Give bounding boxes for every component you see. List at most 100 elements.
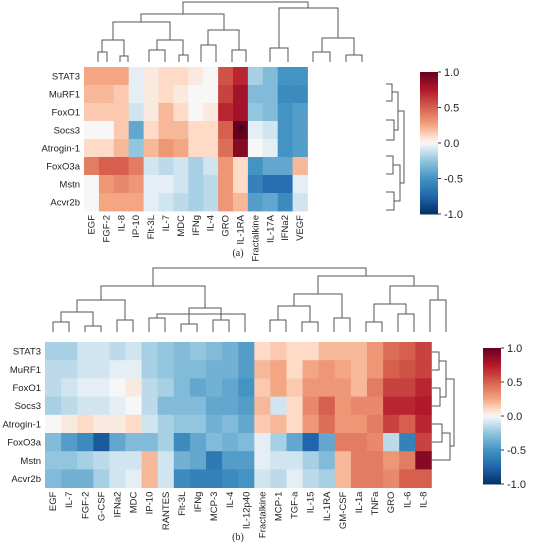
colorbar-segment: [420, 100, 438, 104]
colorbar-segment: [420, 171, 438, 175]
column-label-il-17a: IL-17A: [265, 214, 276, 243]
significance-marker: *: [237, 123, 243, 140]
heatmap-cell-atrogin-1-ip-10: [128, 139, 144, 158]
colorbar-segment: [420, 93, 438, 97]
dendrogram-branch: [269, 319, 287, 332]
heatmap-cell-mstn-rantes: [157, 451, 175, 470]
heatmap-cell-foxo1-flt-3l: [173, 378, 191, 397]
heatmap-cell-mstn-il-1ra: [233, 175, 249, 194]
heatmap-cell-socs3-il-6: [399, 396, 416, 416]
heatmap-cell-atrogin-1-il-1ra: [233, 139, 249, 158]
heatmap-cell-acvr2b-fgf-2: [98, 193, 115, 212]
heatmap-cell-murf1-gro: [383, 360, 400, 379]
colorbar-segment: [420, 140, 438, 144]
heatmap-cell-foxo1-egf: [45, 378, 62, 397]
colorbar-segment: [483, 393, 501, 397]
dendrogram-branch: [84, 325, 102, 332]
heatmap-cell-stat3-il-6: [399, 342, 416, 361]
heatmap-cell-acvr2b-fgf-2: [77, 469, 94, 488]
colorbar-segment: [483, 377, 501, 381]
colorbar-segment: [420, 128, 438, 132]
dendrogram-branch: [317, 275, 415, 294]
colorbar-segment: [483, 375, 501, 378]
colorbar-segment: [483, 470, 501, 474]
column-label-mcp-1: MCP-1: [274, 492, 285, 522]
colorbar-segment: [420, 107, 438, 111]
colorbar-segment: [483, 400, 501, 403]
heatmap-cell-acvr2b-fractalkine: [247, 193, 264, 212]
heatmap-cell-socs3-tnfa: [367, 396, 384, 416]
dendrogram-branch: [52, 321, 70, 332]
heatmap-cell-atrogin-1-il-8: [113, 139, 130, 158]
heatmap-cell-foxo1-ifna2: [109, 378, 126, 397]
colorbar-segment: [420, 86, 438, 90]
colorbar-segment: [483, 429, 501, 433]
column-label-ip-10: IP-10: [131, 215, 142, 238]
column-label-il-8: IL-8: [116, 215, 127, 231]
colorbar-segment: [483, 402, 501, 406]
heatmap-cell-foxo1-gro: [218, 103, 234, 122]
heatmap-cell-mstn-il-15: [302, 451, 320, 470]
heatmap-cell-foxo1-vegf: [292, 103, 308, 122]
heatmap-cell-acvr2b-il-17a: [262, 193, 279, 212]
heatmap-cell-atrogin-1-mdc: [173, 139, 189, 158]
heatmap-cell-foxo1-il-4: [203, 103, 219, 122]
heatmap-cell-socs3-gm-csf: [334, 396, 352, 416]
heatmap-cell-mstn-ip-10: [141, 451, 159, 470]
colorbar-segment: [420, 157, 438, 161]
colorbar-segment: [483, 357, 501, 360]
heatmap-cell-acvr2b-il-15: [302, 469, 320, 488]
row-label-acvr2b: Acvr2b: [11, 474, 41, 485]
dendrogram-branch: [398, 110, 405, 184]
heatmap-cell-murf1-fractalkine: [254, 360, 271, 379]
heatmap-cell-atrogin-1-flt-3l: [173, 414, 191, 434]
heatmap-cell-foxo1-il-4: [222, 378, 239, 397]
heatmap-cell-socs3-ip-10: [128, 121, 144, 140]
dendrogram-branch: [429, 299, 447, 332]
colorbar-segment: [483, 372, 501, 376]
column-label-fgf-2: FGF-2: [101, 215, 112, 242]
heatmap-cell-stat3-mdc: [173, 67, 189, 86]
column-label-egf: EGF: [87, 215, 98, 235]
colorbar-segment: [483, 388, 501, 392]
heatmap-cell-acvr2b-il-8: [415, 469, 432, 488]
colorbar-segment: [483, 477, 501, 480]
colorbar-segment: [420, 116, 438, 120]
heatmap-cell-mstn-gro: [383, 451, 400, 470]
heatmap-cell-foxo1-tgf-a: [286, 378, 303, 397]
heatmap-cell-stat3-fractalkine: [247, 67, 264, 86]
column-label-rantes: RANTES: [161, 492, 172, 531]
colorbar-segment: [420, 95, 438, 99]
heatmap-cell-acvr2b-il-6: [399, 469, 416, 488]
heatmap-cell-atrogin-1-il-1ra: [318, 414, 336, 434]
heatmap-cell-foxo3a-il-4: [222, 433, 239, 452]
heatmap-cell-acvr2b-gro: [218, 193, 234, 212]
colorbar-segment: [483, 413, 501, 417]
colorbar-segment: [483, 363, 501, 367]
heatmap-cell-foxo3a-flt-3l: [173, 433, 191, 452]
colorbar-segment: [420, 195, 438, 198]
colorbar-segment: [420, 197, 438, 201]
column-label-tnfa: TNFa: [370, 491, 381, 515]
column-label-il-1a: IL-1a: [354, 491, 365, 513]
heatmap-cell-foxo3a-ifng: [188, 157, 204, 176]
heatmap-cell-foxo3a-tnfa: [367, 433, 384, 452]
heatmap-cell-atrogin-1-gro: [383, 414, 400, 434]
colorbar-segment: [483, 431, 501, 435]
column-label-fractalkine: Fractalkine: [257, 492, 268, 538]
heatmap-cell-stat3-il-1ra: [318, 342, 336, 361]
row-label-stat3: STAT3: [13, 347, 41, 358]
heatmap-cells: [45, 342, 432, 488]
heatmap-panel-a: * STAT3 MuRF1 FoxO1 Socs3 Atrogin-1 FoxO3a Mstn…: [41, 1, 463, 261]
colorbar-segment: [420, 72, 438, 75]
heatmap-cell-murf1-il-4: [222, 360, 239, 379]
heatmap-cell-mstn-ifng: [188, 175, 204, 194]
heatmap-cell-mstn-tgf-a: [286, 451, 303, 470]
heatmap-cell-foxo3a-gm-csf: [334, 433, 352, 452]
heatmap-cell-atrogin-1-il-15: [302, 414, 320, 434]
colorbar-segment: [483, 354, 501, 358]
heatmap-cell-atrogin-1-il-4: [203, 139, 219, 158]
heatmap-cell-murf1-il-15: [302, 360, 320, 379]
colorbar-tick-label: 1.0: [444, 67, 459, 79]
heatmap-cell-acvr2b-il-1ra: [318, 469, 336, 488]
